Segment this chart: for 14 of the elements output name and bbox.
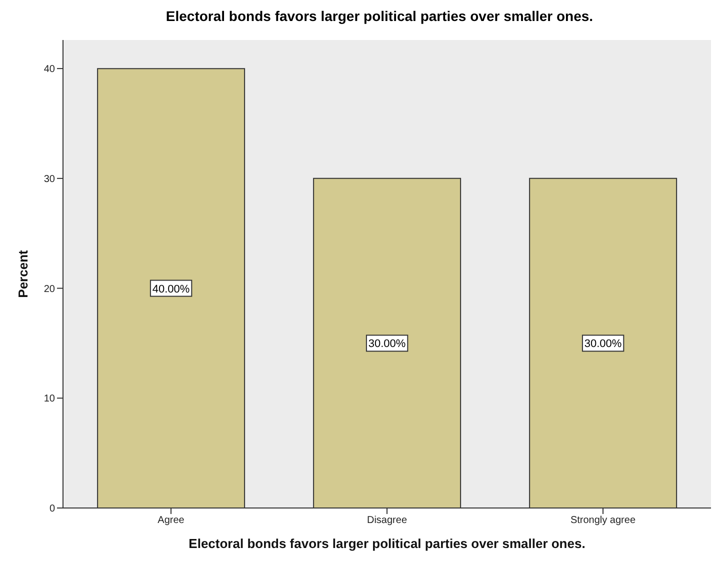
data-label: 30.00% (368, 338, 406, 350)
x-tick-label: Strongly agree (570, 515, 636, 526)
x-axis-title: Electoral bonds favors larger political parties over smaller ones. (188, 536, 586, 551)
y-tick-label: 0 (49, 504, 56, 515)
y-tick-label: 20 (44, 284, 56, 295)
data-label: 30.00% (584, 338, 622, 350)
y-tick-label: 40 (44, 64, 56, 76)
y-tick-label: 10 (44, 394, 56, 405)
y-tick-label: 30 (44, 174, 56, 185)
x-tick-label: Disagree (366, 515, 408, 526)
y-axis-title: Percent (16, 249, 31, 298)
chart-title: Electoral bonds favors larger political parties over smaller ones. (164, 8, 594, 26)
x-tick-label: Agree (158, 515, 185, 526)
data-label: 40.00% (152, 283, 190, 296)
